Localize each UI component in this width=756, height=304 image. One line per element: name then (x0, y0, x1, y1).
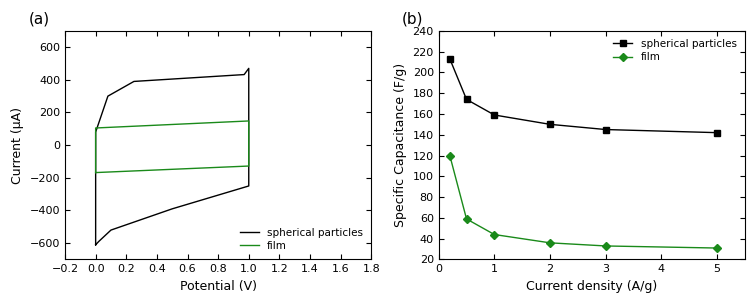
Y-axis label: Current (μA): Current (μA) (11, 107, 24, 184)
X-axis label: Current density (A/g): Current density (A/g) (526, 280, 658, 293)
Legend: spherical particles, film: spherical particles, film (237, 225, 366, 254)
X-axis label: Potential (V): Potential (V) (180, 280, 256, 293)
Y-axis label: Specific Capacitance (F/g): Specific Capacitance (F/g) (394, 63, 407, 227)
Text: (a): (a) (28, 11, 49, 26)
Legend: spherical particles, film: spherical particles, film (610, 36, 739, 65)
Text: (b): (b) (402, 11, 423, 26)
